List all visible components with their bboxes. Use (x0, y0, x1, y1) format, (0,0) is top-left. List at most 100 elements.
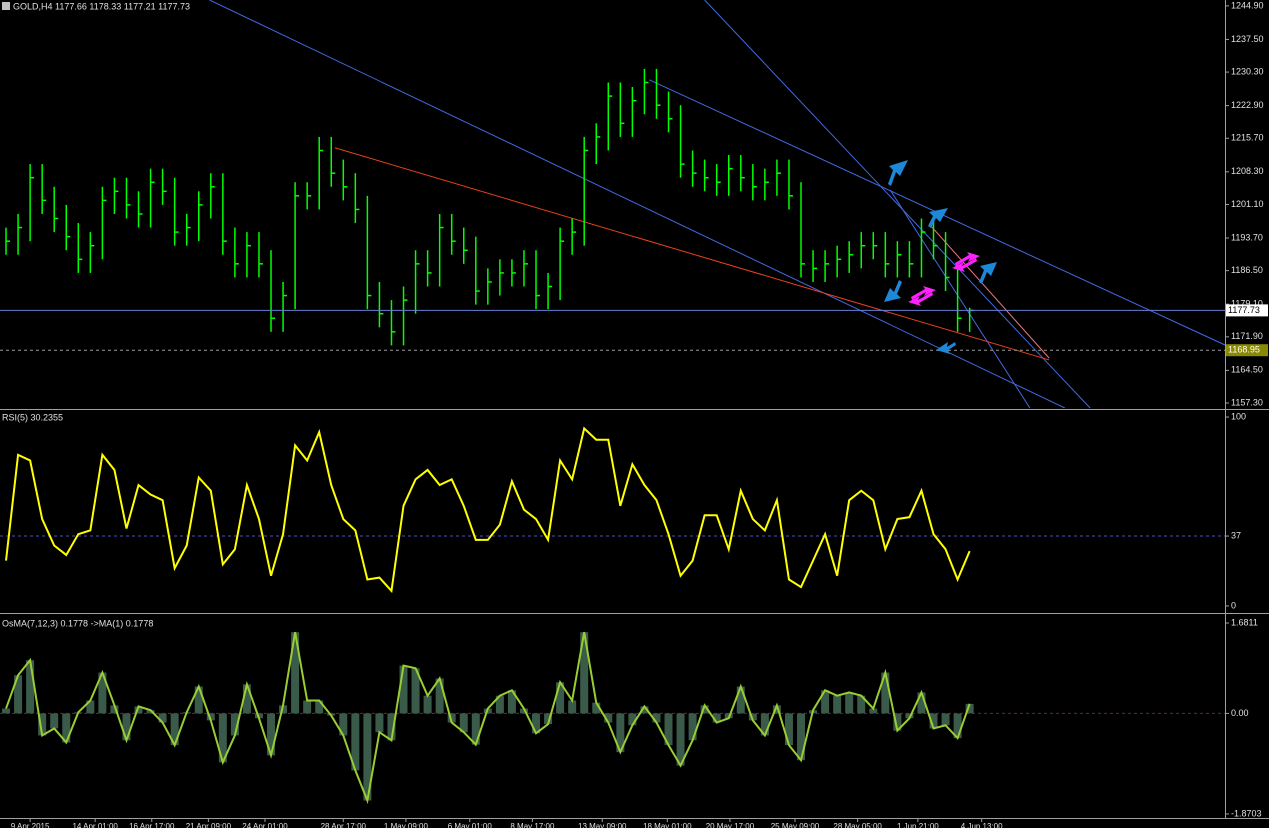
osma-bar (62, 713, 71, 743)
y-tick-label: 1186.50 (1231, 265, 1263, 275)
osma-bar (423, 695, 432, 714)
osma-bar (664, 713, 673, 746)
osma-bar (772, 705, 781, 714)
price-label: 1168.95 (1228, 345, 1260, 355)
osma-bar (700, 705, 709, 714)
osma-bar (399, 665, 408, 714)
x-tick-label: 1 May 09:00 (384, 822, 429, 828)
y-tick-label: 37 (1231, 530, 1241, 540)
y-tick-label: 1179.10 (1231, 299, 1263, 309)
y-tick-label: 0 (1231, 600, 1236, 610)
osma-bar (14, 675, 23, 714)
rsi-line (5, 426, 971, 594)
osma-bar (291, 632, 300, 714)
y-tick-label: 1157.30 (1231, 397, 1263, 407)
osma-bar (917, 692, 926, 714)
osma-bar (134, 706, 143, 714)
y-tick-label: 1244.90 (1231, 0, 1264, 10)
y-tick-label: 1171.90 (1231, 331, 1263, 341)
osma-bar (628, 713, 637, 726)
osma-bar (580, 632, 589, 714)
x-tick-label: 16 Apr 17:00 (129, 822, 175, 828)
osma-bar (616, 713, 625, 753)
y-tick-label: -1.8703 (1231, 808, 1262, 818)
arrows (884, 160, 997, 354)
x-tick-label: 1 Jun 21:00 (897, 822, 939, 828)
symbol-icon (2, 2, 10, 10)
osma-bar (98, 672, 107, 714)
x-tick-label: 8 May 17:00 (510, 822, 555, 828)
axis-osma: 1.6811 0.00 -1.8703 9 Apr 2015 14 Apr 01:00 1… (11, 617, 1262, 828)
y-tick-label: 100 (1231, 411, 1246, 421)
osma-bar (532, 713, 541, 734)
osma-title: OsMA(7,12,3) 0.1778 ->MA(1) 0.1778 (2, 618, 153, 628)
osma-bar (929, 713, 938, 729)
osma-bar (339, 713, 348, 736)
osma-bar (170, 713, 179, 746)
osma-bar (640, 706, 649, 714)
trendline (209, 0, 1066, 408)
osma-bar (688, 713, 697, 741)
osma-bar (544, 713, 553, 725)
osma-bar (821, 690, 830, 714)
trendline (929, 224, 1050, 359)
osma-bar (2, 708, 11, 714)
pane-osma (0, 632, 1225, 805)
osma-bar (893, 713, 902, 731)
osma-bar (652, 713, 661, 723)
y-tick-label: 1215.70 (1231, 133, 1264, 143)
osma-bar (387, 713, 396, 741)
x-tick-label: 21 Apr 09:00 (186, 822, 232, 828)
osma-bar (158, 713, 167, 723)
osma-bar (495, 695, 504, 714)
price-label: 1177.73 (1228, 305, 1260, 315)
trendline (334, 147, 1050, 361)
osma-bar (857, 695, 866, 714)
y-tick-label: 1208.30 (1231, 166, 1264, 176)
osma-bar (953, 713, 962, 739)
osma-bar (568, 700, 577, 714)
osma-bar (206, 713, 215, 721)
y-tick-label: 1193.70 (1231, 232, 1263, 242)
osma-bar (604, 713, 613, 723)
osma-bar (375, 713, 384, 733)
osma-bar (447, 713, 456, 723)
osma-bar (146, 710, 155, 714)
osma-bar (905, 713, 914, 719)
osma-bar (797, 713, 806, 761)
x-tick-label: 24 Apr 01:00 (242, 822, 288, 828)
osma-bar (736, 686, 745, 714)
osma-bar (965, 703, 974, 714)
y-tick-label: 1230.30 (1231, 66, 1264, 76)
osma-bar (363, 713, 372, 801)
osma-bar (556, 682, 565, 714)
chart-title: GOLD,H4 1177.66 1178.33 1177.21 1177.73 (13, 1, 190, 11)
osma-bar (267, 713, 276, 756)
pane-ohlc (5, 0, 1225, 408)
osma-bar (881, 672, 890, 714)
osma-bar (676, 713, 685, 766)
osma-bar (86, 700, 95, 714)
osma-bar (110, 705, 119, 714)
x-tick-label: 6 May 01:00 (448, 822, 493, 828)
x-tick-label: 28 Apr 17:00 (321, 822, 367, 828)
osma-bar (459, 713, 468, 733)
osma-bar (507, 690, 516, 714)
rsi-title: RSI(5) 30.2355 (2, 412, 63, 422)
y-tick-label: 1164.50 (1231, 365, 1263, 375)
osma-bar (242, 684, 251, 714)
header: GOLD,H4 1177.66 1178.33 1177.21 1177.73 … (2, 1, 190, 628)
osma-bar (519, 708, 528, 714)
osma-bar (218, 713, 227, 763)
osma-bar (869, 708, 878, 714)
x-tick-label: 4 Jun 13:00 (961, 822, 1003, 828)
x-tick-label: 9 Apr 2015 (11, 822, 50, 828)
osma-bar (712, 713, 721, 723)
osma-bar (26, 660, 35, 714)
x-tick-label: 28 May 05:00 (833, 822, 882, 828)
